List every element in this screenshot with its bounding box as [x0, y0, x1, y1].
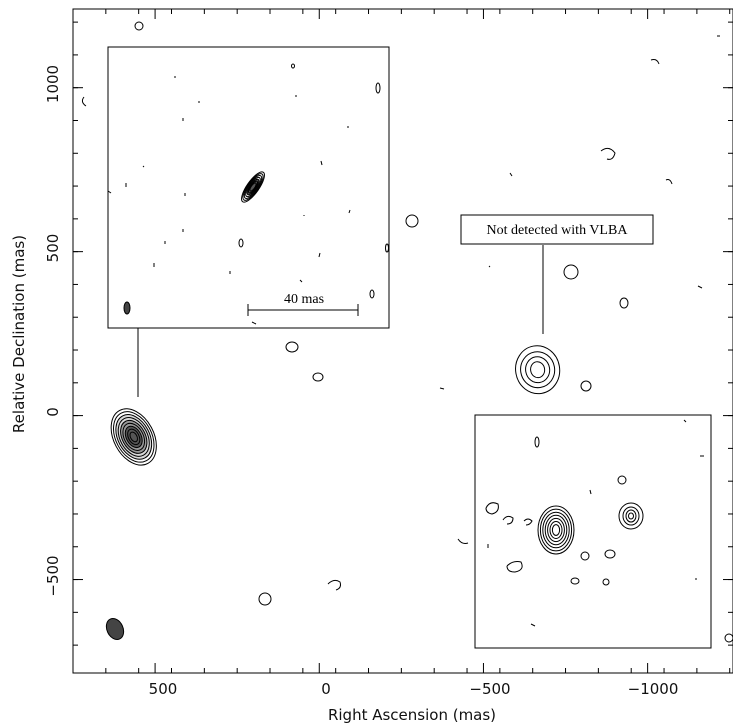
- annotation-box: [460, 214, 654, 245]
- x-axis-title: Right Ascension (mas): [328, 706, 496, 724]
- inset-top-left-contour-6: [249, 182, 257, 192]
- inset-bottom-right-second-contours: [618, 502, 644, 530]
- x-tick-label-minus-500: −500: [469, 680, 510, 698]
- x-tick-label-minus-1000: −1000: [628, 680, 679, 698]
- y-tick-label-1000: 1000: [44, 65, 62, 103]
- extended-source-contour-2: [525, 356, 551, 384]
- extended-source-contour-3: [530, 361, 546, 379]
- inset-bottom-right-noise: [485, 419, 704, 627]
- x-axis-ticks: [72, 9, 731, 673]
- inset-top-left-contour-0: [241, 171, 265, 203]
- inset-top-left-source-contours: [241, 171, 265, 203]
- inset-top-left-noise: [107, 63, 389, 325]
- y-tick-label-minus-500: −500: [44, 555, 62, 596]
- inset-bottom-right-main-contour-2: [542, 511, 570, 549]
- y-tick-label-500: 500: [44, 234, 62, 263]
- inset-bottom-right-main-contours: [537, 505, 575, 555]
- bright-source-contour-8: [129, 431, 138, 443]
- inset-bottom-right-second-contour-3: [628, 512, 634, 520]
- extended-source-contour-0: [515, 345, 561, 395]
- y-axis-ticks: [73, 21, 733, 646]
- inset-top-left-contour-3: [245, 176, 261, 198]
- inset-top-left-contour-2: [243, 175, 263, 199]
- inset-bottom-right-main-contour-6: [551, 524, 561, 536]
- x-tick-label-500: 500: [149, 680, 178, 698]
- y-axis-title: Relative Declination (mas): [10, 235, 28, 433]
- extended-source-contours: [515, 345, 561, 395]
- inset-bottom-right-main-contour-3: [544, 514, 568, 546]
- scale-bar-label: 40 mas: [284, 292, 324, 307]
- inset-bottom-right-main-contour-5: [549, 521, 563, 539]
- bright-source-contours: [110, 408, 157, 466]
- plot-frame: [72, 8, 733, 674]
- annotation-text: Not detected with VLBA: [487, 223, 629, 238]
- inset-bottom-right-second-contour-1: [622, 506, 640, 526]
- inset-top-left-contour-1: [242, 173, 264, 201]
- inset-bottom-right-second-contour-0: [618, 502, 644, 530]
- beam-ellipse: [105, 617, 125, 641]
- x-tick-label-0: 0: [321, 680, 331, 698]
- inset-bottom-right: [474, 414, 712, 649]
- inset-bottom-right-main-contour-0: [537, 505, 575, 555]
- inset-top-left: 40 mas: [107, 46, 390, 397]
- bright-source-contour-0: [110, 408, 157, 466]
- inset-bottom-right-second-contour-2: [625, 509, 637, 523]
- inset-bottom-right-main-contour-4: [547, 517, 565, 543]
- y-tick-label-0: 0: [44, 407, 62, 417]
- inset-bottom-right-main-contour-1: [539, 508, 573, 552]
- noise-contours: [81, 21, 733, 643]
- bright-source-contour-1: [113, 411, 155, 463]
- extended-source-contour-1: [520, 351, 556, 389]
